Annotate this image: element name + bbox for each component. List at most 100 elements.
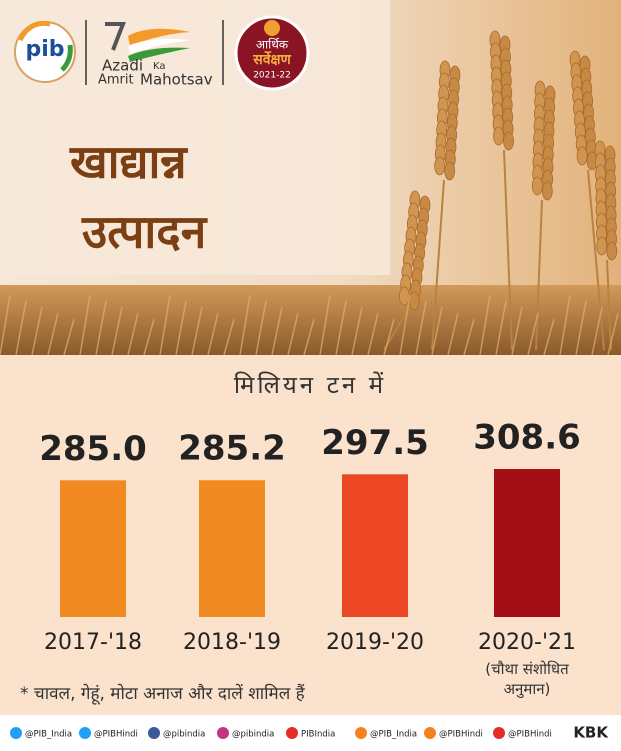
wheat-grain — [606, 241, 618, 261]
value-label: 285.0 — [39, 429, 147, 469]
x-tick-label: 2017-'18 — [44, 630, 142, 655]
field-stem — [575, 300, 587, 356]
social-icon — [493, 727, 505, 739]
field-stem — [143, 318, 155, 356]
amrit-text: Amrit — [98, 73, 134, 88]
field-stem — [287, 312, 299, 356]
field-stem — [175, 300, 187, 356]
field-stem — [367, 312, 379, 356]
field-stem — [95, 300, 107, 356]
wheat-grain — [576, 146, 588, 166]
azadi-text: Azadi — [102, 57, 143, 75]
field-stem — [111, 306, 123, 356]
bar — [199, 480, 265, 617]
survey-logo: आर्थिक सर्वेक्षण 2021-22 — [234, 15, 310, 91]
chart-subtitle: मिलियन टन में — [234, 371, 386, 399]
field-stem — [463, 318, 475, 356]
bar — [60, 480, 126, 617]
survey-text: सर्वेक्षण — [252, 51, 291, 68]
footnote: * चावल, गेहूं, मोटा अनाज और दालें शामिल … — [20, 683, 306, 705]
field-stem — [191, 306, 203, 356]
field-stem — [271, 306, 283, 356]
field-stem — [319, 294, 331, 356]
amrit-logo: Azadi Ka Amrit Mahotsav — [98, 22, 213, 89]
field-stem — [607, 312, 619, 356]
wheat-grain — [434, 156, 446, 176]
field-stem — [15, 300, 27, 356]
field-stem — [0, 294, 11, 356]
field-stem — [415, 300, 427, 356]
social-handle: @PIBHindi — [94, 730, 138, 740]
social-handle: @pibindia — [163, 730, 205, 740]
category-note: (चौथा संशोधित अनुमान) — [485, 660, 569, 699]
social-handle: @PIBHindi — [508, 730, 552, 740]
social-handle: @PIBHindi — [439, 730, 483, 740]
wheat-grain — [398, 286, 410, 306]
field-stem — [399, 294, 411, 356]
wheat-illustration — [0, 30, 619, 356]
survey-text: आर्थिक — [256, 38, 289, 52]
wheat-grain — [503, 131, 514, 151]
social-handle: @PIB_India — [370, 730, 417, 740]
wheat-stem — [431, 179, 445, 351]
mahotsav-text: Mahotsav — [140, 71, 213, 89]
field-stem — [479, 294, 491, 356]
credit: KBK — [573, 724, 609, 742]
field-stem — [207, 312, 219, 356]
field-stem — [63, 318, 75, 356]
social-icon — [355, 727, 367, 739]
field-stem — [511, 306, 523, 356]
field-stem — [335, 300, 347, 356]
field-stem — [543, 318, 555, 356]
field-stem — [223, 318, 235, 356]
field-stem — [79, 294, 91, 356]
survey-year: 2021-22 — [253, 71, 291, 81]
wheat-stem — [503, 149, 513, 351]
value-label: 297.5 — [321, 423, 429, 463]
field-background — [0, 285, 621, 355]
field-stem — [431, 306, 443, 356]
category-note-line: अनुमान) — [504, 680, 551, 699]
social-icon — [424, 727, 436, 739]
x-tick-label: 2020-'21 — [478, 630, 576, 655]
ka-text: Ka — [153, 61, 166, 72]
chart-title: खाद्यान्न — [69, 135, 188, 189]
field-stem — [159, 294, 171, 356]
social-handle: PIBIndia — [301, 730, 335, 740]
plot-area: 285.0 2017-'18 285.2 2018-'19 297.5 2019-'20 3… — [39, 418, 581, 699]
category-note-line: (चौथा संशोधित — [485, 660, 569, 678]
field-stem — [303, 318, 315, 356]
chart-title: उत्पादन — [81, 205, 208, 259]
field-stem — [447, 312, 459, 356]
pib-logo: pib — [14, 20, 76, 83]
wheat-grain — [541, 181, 553, 201]
wheat-stem — [587, 169, 605, 351]
field-stem — [127, 312, 139, 356]
field-stem — [527, 312, 539, 356]
wheat-grain — [531, 176, 543, 196]
wheat-grain — [408, 291, 420, 311]
social-icon — [286, 727, 298, 739]
pib-text: pib — [25, 37, 64, 62]
field-stem — [351, 306, 363, 356]
wheat-grain — [444, 161, 456, 181]
bar — [494, 469, 560, 617]
social-handle: @PIB_India — [25, 730, 72, 740]
footer: @PIB_India @PIBHindi @pibindia @pibindia PIB… — [10, 727, 552, 740]
field-stem — [31, 306, 43, 356]
social-icon — [10, 727, 22, 739]
x-tick-label: 2018-'19 — [183, 630, 281, 655]
footer-background — [0, 715, 621, 751]
social-icon — [148, 727, 160, 739]
social-icon — [217, 727, 229, 739]
field-stem — [591, 306, 603, 356]
social-icon — [79, 727, 91, 739]
wheat-stem — [535, 199, 543, 351]
value-label: 285.2 — [178, 429, 286, 469]
bar — [342, 474, 408, 617]
value-label: 308.6 — [473, 418, 581, 458]
field-stem — [495, 300, 507, 356]
wheat-grain — [493, 126, 504, 146]
